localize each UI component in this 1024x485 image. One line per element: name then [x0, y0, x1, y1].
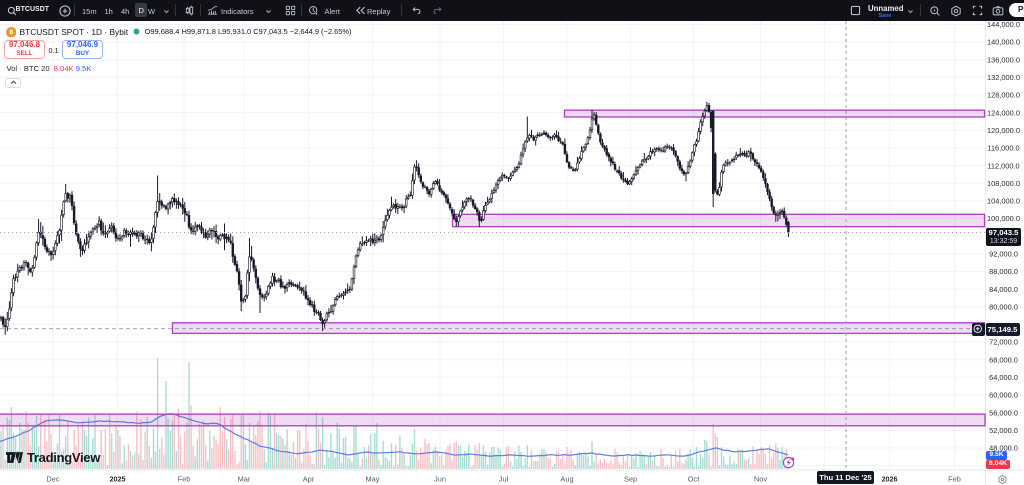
svg-text:84,000.0: 84,000.0	[989, 285, 1018, 294]
svg-text:112,000.0: 112,000.0	[987, 161, 1019, 170]
svg-text:Sep: Sep	[624, 475, 637, 484]
svg-text:108,000.0: 108,000.0	[987, 179, 1020, 188]
svg-text:120,000.0: 120,000.0	[987, 126, 1020, 135]
svg-text:Feb: Feb	[948, 475, 961, 484]
svg-text:88,000.0: 88,000.0	[989, 267, 1018, 276]
svg-text:52,000.0: 52,000.0	[989, 426, 1018, 435]
svg-text:124,000.0: 124,000.0	[987, 108, 1020, 117]
svg-text:60,000.0: 60,000.0	[989, 391, 1018, 400]
svg-text:Mar: Mar	[238, 475, 251, 484]
svg-text:2026: 2026	[882, 476, 898, 484]
svg-text:100,000.0: 100,000.0	[987, 214, 1020, 223]
svg-text:64,000.0: 64,000.0	[989, 373, 1018, 382]
svg-text:Oct: Oct	[688, 475, 700, 484]
svg-text:116,000.0: 116,000.0	[987, 144, 1019, 153]
svg-text:104,000.0: 104,000.0	[987, 197, 1020, 206]
svg-text:Aug: Aug	[560, 475, 573, 484]
svg-text:80,000.0: 80,000.0	[989, 302, 1018, 311]
svg-text:92,000.0: 92,000.0	[989, 250, 1018, 259]
svg-text:2025: 2025	[110, 476, 126, 484]
svg-text:Nov: Nov	[754, 475, 767, 484]
svg-text:May: May	[366, 475, 380, 484]
svg-text:Jun: Jun	[434, 475, 446, 484]
svg-text:Dec: Dec	[46, 475, 59, 484]
svg-text:144,000.0: 144,000.0	[987, 20, 1020, 29]
svg-text:68,000.0: 68,000.0	[989, 355, 1018, 364]
svg-text:136,000.0: 136,000.0	[987, 55, 1020, 64]
svg-text:72,000.0: 72,000.0	[989, 338, 1018, 347]
svg-text:Jul: Jul	[499, 475, 509, 484]
svg-text:132,000.0: 132,000.0	[987, 73, 1020, 82]
svg-text:Apr: Apr	[303, 475, 315, 484]
svg-text:Feb: Feb	[178, 475, 191, 484]
svg-text:140,000.0: 140,000.0	[987, 38, 1020, 47]
svg-text:128,000.0: 128,000.0	[987, 91, 1020, 100]
svg-text:56,000.0: 56,000.0	[989, 408, 1018, 417]
svg-text:48,000.0: 48,000.0	[989, 444, 1018, 453]
